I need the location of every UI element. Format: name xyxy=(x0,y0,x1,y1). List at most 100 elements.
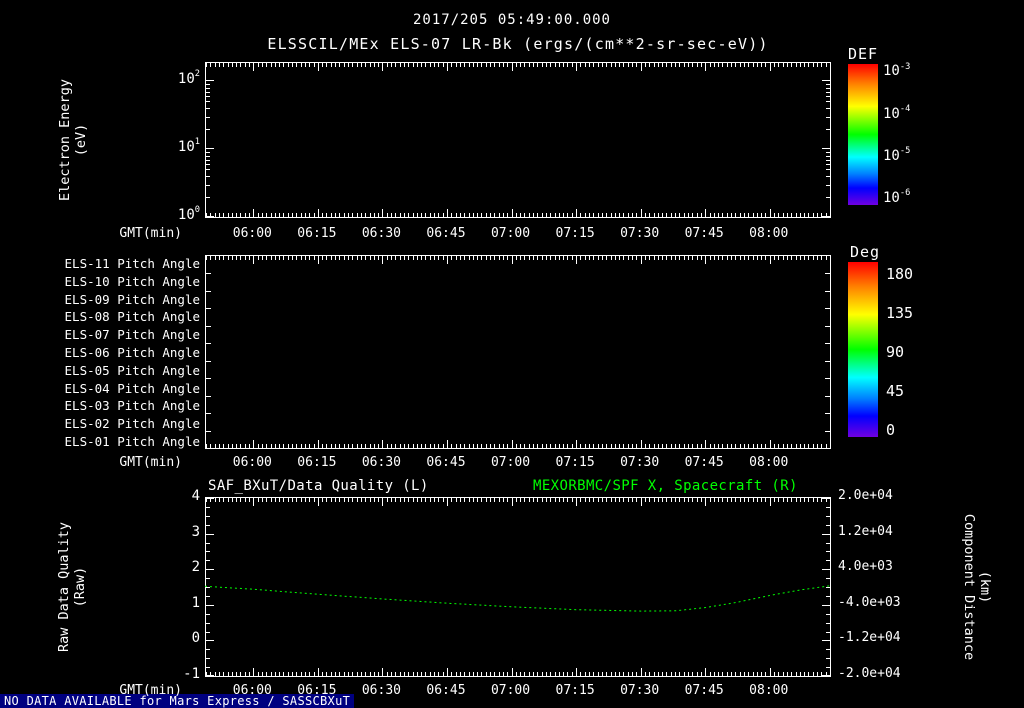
tick-mark xyxy=(537,444,538,448)
tick-mark xyxy=(602,256,603,260)
tick-mark xyxy=(641,63,642,71)
tick-mark xyxy=(826,632,830,633)
tick-mark xyxy=(438,256,439,260)
tick-mark xyxy=(318,498,319,506)
tick-mark xyxy=(438,444,439,448)
tick-mark xyxy=(434,256,435,260)
tick-mark xyxy=(826,667,830,668)
tick-mark xyxy=(288,498,289,502)
y-tick-label: -2.0e+04 xyxy=(838,666,901,681)
timestamp-title: 2017/205 05:49:00.000 xyxy=(412,12,611,28)
tick-mark xyxy=(206,84,210,85)
tick-mark xyxy=(206,256,207,260)
tick-mark xyxy=(658,498,659,502)
tick-mark xyxy=(761,63,762,67)
tick-mark xyxy=(611,63,612,67)
tick-mark xyxy=(507,672,508,676)
x-tick-label: 07:45 xyxy=(684,683,724,698)
pitch-angle-row-label: ELS-09 Pitch Angle xyxy=(64,291,200,307)
tick-mark xyxy=(275,256,276,260)
tick-mark xyxy=(628,256,629,260)
tick-mark xyxy=(615,256,616,260)
tick-mark xyxy=(400,444,401,448)
y-tick-label: 101 xyxy=(177,137,200,155)
plot-title: ELSSCIL/MEx ELS-07 LR-Bk (ergs/(cm**2-sr… xyxy=(267,35,769,53)
tick-mark xyxy=(524,63,525,67)
tick-mark xyxy=(262,63,263,67)
tick-mark xyxy=(309,672,310,676)
tick-mark xyxy=(572,256,573,260)
tick-mark xyxy=(361,63,362,67)
tick-mark xyxy=(206,543,210,544)
tick-mark xyxy=(740,498,741,502)
tick-mark xyxy=(641,209,642,217)
tick-mark xyxy=(460,498,461,502)
tick-mark xyxy=(301,672,302,676)
tick-mark xyxy=(774,63,775,67)
tick-mark xyxy=(830,444,831,448)
tick-mark xyxy=(692,213,693,217)
tick-mark xyxy=(585,444,586,448)
tick-mark xyxy=(825,291,830,292)
tick-mark xyxy=(731,213,732,217)
tick-mark xyxy=(830,498,831,502)
tick-mark xyxy=(344,444,345,448)
tick-mark xyxy=(748,672,749,676)
tick-mark xyxy=(684,63,685,67)
tick-mark xyxy=(490,498,491,502)
tick-mark xyxy=(615,444,616,448)
x-tick-label: 07:45 xyxy=(684,455,724,470)
tick-mark xyxy=(606,63,607,67)
tick-mark xyxy=(787,672,788,676)
tick-mark xyxy=(826,543,830,544)
tick-mark xyxy=(219,444,220,448)
tick-mark xyxy=(516,498,517,502)
tick-mark xyxy=(417,672,418,676)
tick-mark xyxy=(615,672,616,676)
tick-mark xyxy=(292,256,293,260)
tick-mark xyxy=(438,213,439,217)
tick-mark xyxy=(606,498,607,502)
tick-mark xyxy=(352,213,353,217)
tick-mark xyxy=(370,444,371,448)
tick-mark xyxy=(266,63,267,67)
tick-mark xyxy=(206,569,214,570)
colorbar-tick-label: 10-3 xyxy=(883,61,911,80)
tick-mark xyxy=(619,63,620,67)
tick-mark xyxy=(404,498,405,502)
tick-mark xyxy=(585,63,586,67)
panel1-y-tick-labels: 102 101 100 xyxy=(140,62,200,223)
tick-mark xyxy=(615,498,616,502)
tick-mark xyxy=(654,63,655,67)
tick-mark xyxy=(537,672,538,676)
tick-mark xyxy=(245,498,246,502)
tick-mark xyxy=(408,256,409,260)
tick-mark xyxy=(469,213,470,217)
tick-mark xyxy=(206,525,210,526)
tick-mark xyxy=(796,213,797,217)
tick-mark xyxy=(714,672,715,676)
tick-mark xyxy=(765,213,766,217)
tick-mark xyxy=(477,444,478,448)
tick-mark xyxy=(662,498,663,502)
tick-mark xyxy=(542,672,543,676)
tick-mark xyxy=(555,444,556,448)
tick-mark xyxy=(421,672,422,676)
tick-mark xyxy=(697,444,698,448)
colorbar-tick-label: 0 xyxy=(886,421,896,439)
tick-mark xyxy=(421,498,422,502)
tick-mark xyxy=(623,672,624,676)
tick-mark xyxy=(271,444,272,448)
tick-mark xyxy=(533,444,534,448)
tick-mark xyxy=(382,668,383,676)
tick-mark xyxy=(710,256,711,260)
tick-mark xyxy=(370,213,371,217)
tick-mark xyxy=(413,444,414,448)
tick-mark xyxy=(580,63,581,67)
tick-mark xyxy=(206,80,214,81)
tick-mark xyxy=(206,213,207,217)
tick-mark xyxy=(456,213,457,217)
tick-mark xyxy=(710,444,711,448)
tick-mark xyxy=(206,534,214,535)
x-tick-label: 08:00 xyxy=(749,683,789,698)
